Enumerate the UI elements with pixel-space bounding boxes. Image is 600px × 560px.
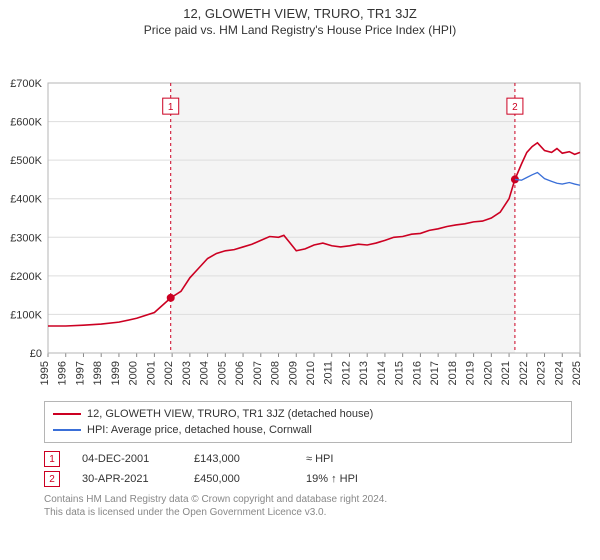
svg-text:2018: 2018 (447, 361, 459, 385)
svg-text:£100K: £100K (10, 309, 42, 321)
svg-text:1999: 1999 (110, 361, 122, 385)
svg-text:2024: 2024 (553, 361, 565, 385)
svg-text:2005: 2005 (216, 361, 228, 385)
svg-text:1998: 1998 (92, 361, 104, 385)
svg-text:2014: 2014 (376, 361, 388, 385)
svg-text:£200K: £200K (10, 271, 42, 283)
svg-text:£500K: £500K (10, 155, 42, 167)
credit-text: Contains HM Land Registry data © Crown c… (44, 493, 572, 519)
title-subtitle: Price paid vs. HM Land Registry's House … (0, 23, 600, 37)
legend-swatch (53, 413, 81, 415)
svg-text:2004: 2004 (199, 361, 211, 385)
svg-text:2025: 2025 (571, 361, 583, 385)
sale-row: 2 30-APR-2021 £450,000 19% ↑ HPI (44, 469, 572, 489)
svg-text:1995: 1995 (39, 361, 51, 385)
legend-swatch (53, 429, 81, 431)
svg-text:£300K: £300K (10, 232, 42, 244)
legend-label: HPI: Average price, detached house, Corn… (87, 424, 312, 436)
svg-text:2021: 2021 (500, 361, 512, 385)
svg-text:2012: 2012 (340, 361, 352, 385)
svg-text:£0: £0 (30, 348, 42, 360)
svg-text:2009: 2009 (287, 361, 299, 385)
svg-text:2023: 2023 (536, 361, 548, 385)
svg-text:2002: 2002 (163, 361, 175, 385)
sale-price: £450,000 (194, 473, 284, 485)
svg-text:2003: 2003 (181, 361, 193, 385)
svg-text:2008: 2008 (270, 361, 282, 385)
svg-text:£400K: £400K (10, 194, 42, 206)
svg-text:2017: 2017 (429, 361, 441, 385)
legend: 12, GLOWETH VIEW, TRURO, TR1 3JZ (detach… (44, 401, 572, 443)
svg-text:1997: 1997 (74, 361, 86, 385)
sale-badge: 1 (44, 451, 60, 467)
svg-text:1996: 1996 (57, 361, 69, 385)
sale-delta: ≈ HPI (306, 453, 396, 465)
svg-text:2007: 2007 (252, 361, 264, 385)
sale-delta: 19% ↑ HPI (306, 473, 396, 485)
sale-price: £143,000 (194, 453, 284, 465)
svg-text:2011: 2011 (323, 361, 335, 385)
sale-row: 1 04-DEC-2001 £143,000 ≈ HPI (44, 449, 572, 469)
svg-text:2016: 2016 (411, 361, 423, 385)
credit-line: Contains HM Land Registry data © Crown c… (44, 493, 572, 506)
credit-line: This data is licensed under the Open Gov… (44, 506, 572, 519)
sale-date: 04-DEC-2001 (82, 453, 172, 465)
svg-text:2019: 2019 (465, 361, 477, 385)
svg-text:2001: 2001 (145, 361, 157, 385)
svg-text:£600K: £600K (10, 117, 42, 129)
svg-text:2000: 2000 (128, 361, 140, 385)
svg-text:2010: 2010 (305, 361, 317, 385)
legend-item: HPI: Average price, detached house, Corn… (53, 422, 563, 438)
svg-text:2020: 2020 (482, 361, 494, 385)
sale-badge: 2 (44, 471, 60, 487)
title-address: 12, GLOWETH VIEW, TRURO, TR1 3JZ (0, 6, 600, 21)
svg-text:2013: 2013 (358, 361, 370, 385)
legend-label: 12, GLOWETH VIEW, TRURO, TR1 3JZ (detach… (87, 408, 373, 420)
line-chart: £0 £100K £200K £300K £400K £500K £600K £700K 199… (0, 37, 600, 397)
svg-text:2015: 2015 (394, 361, 406, 385)
sales-table: 1 04-DEC-2001 £143,000 ≈ HPI 2 30-APR-20… (44, 449, 572, 489)
svg-text:£700K: £700K (10, 78, 42, 90)
legend-item: 12, GLOWETH VIEW, TRURO, TR1 3JZ (detach… (53, 406, 563, 422)
chart-container: 12, GLOWETH VIEW, TRURO, TR1 3JZ Price p… (0, 0, 600, 560)
svg-text:2: 2 (512, 102, 518, 113)
sale-date: 30-APR-2021 (82, 473, 172, 485)
svg-text:2022: 2022 (518, 361, 530, 385)
titles: 12, GLOWETH VIEW, TRURO, TR1 3JZ Price p… (0, 0, 600, 37)
svg-text:1: 1 (168, 102, 174, 113)
svg-text:2006: 2006 (234, 361, 246, 385)
